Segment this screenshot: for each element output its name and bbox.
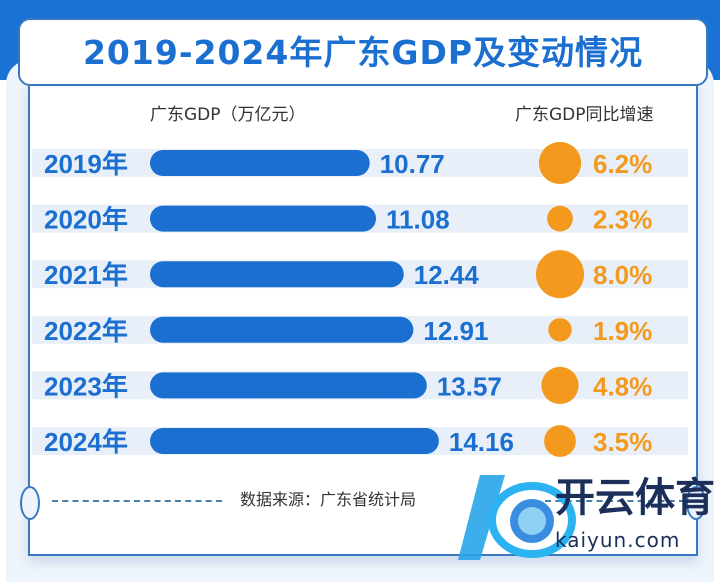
year-label: 2022年 (44, 316, 128, 346)
year-label: 2024年 (44, 427, 128, 457)
year-label: 2023年 (44, 371, 128, 401)
gdp-value-label: 12.44 (414, 260, 480, 290)
title-card: 2019-2024年广东GDP及变动情况 (18, 18, 708, 86)
chart-title: 2019-2024年广东GDP及变动情况 (82, 32, 644, 72)
growth-circle (544, 425, 576, 457)
gdp-header: 广东GDP（万亿元） (150, 105, 306, 125)
gdp-bar (150, 150, 370, 176)
growth-circle (538, 141, 582, 185)
year-label: 2019年 (44, 149, 128, 179)
gdp-value-label: 13.57 (437, 371, 502, 401)
gdp-bar (150, 205, 377, 232)
watermark-cn: 开云体育 (555, 475, 715, 521)
growth-header: 广东GDP同比增速 (515, 105, 654, 125)
watermark-en: kaiyun.com (555, 528, 681, 552)
gdp-value-label: 14.16 (449, 427, 514, 457)
growth-circle (535, 250, 585, 299)
gdp-bar (150, 261, 404, 288)
year-label: 2020年 (44, 205, 128, 235)
growth-circle (547, 205, 573, 232)
gdp-value-label: 12.91 (423, 316, 488, 346)
growth-circle (548, 318, 572, 342)
card-notch-left (20, 486, 40, 520)
footer-divider-left (52, 500, 222, 502)
growth-value-label: 2.3% (593, 205, 652, 235)
gdp-value-label: 10.77 (380, 149, 445, 179)
growth-value-label: 4.8% (593, 371, 652, 401)
growth-value-label: 3.5% (593, 427, 652, 457)
growth-value-label: 8.0% (593, 260, 652, 290)
growth-value-label: 1.9% (593, 316, 652, 346)
gdp-bar (150, 372, 427, 399)
gdp-bar (150, 316, 414, 343)
year-label: 2021年 (44, 260, 128, 290)
gdp-value-label: 11.08 (386, 205, 450, 235)
gdp-bar (150, 428, 439, 454)
data-source: 数据来源：广东省统计局 (240, 490, 417, 509)
footer-divider-right (545, 500, 685, 502)
growth-circle (541, 366, 579, 405)
watermark-logo-icon (458, 475, 576, 560)
card-notch-right (686, 486, 706, 520)
growth-value-label: 6.2% (593, 149, 652, 179)
